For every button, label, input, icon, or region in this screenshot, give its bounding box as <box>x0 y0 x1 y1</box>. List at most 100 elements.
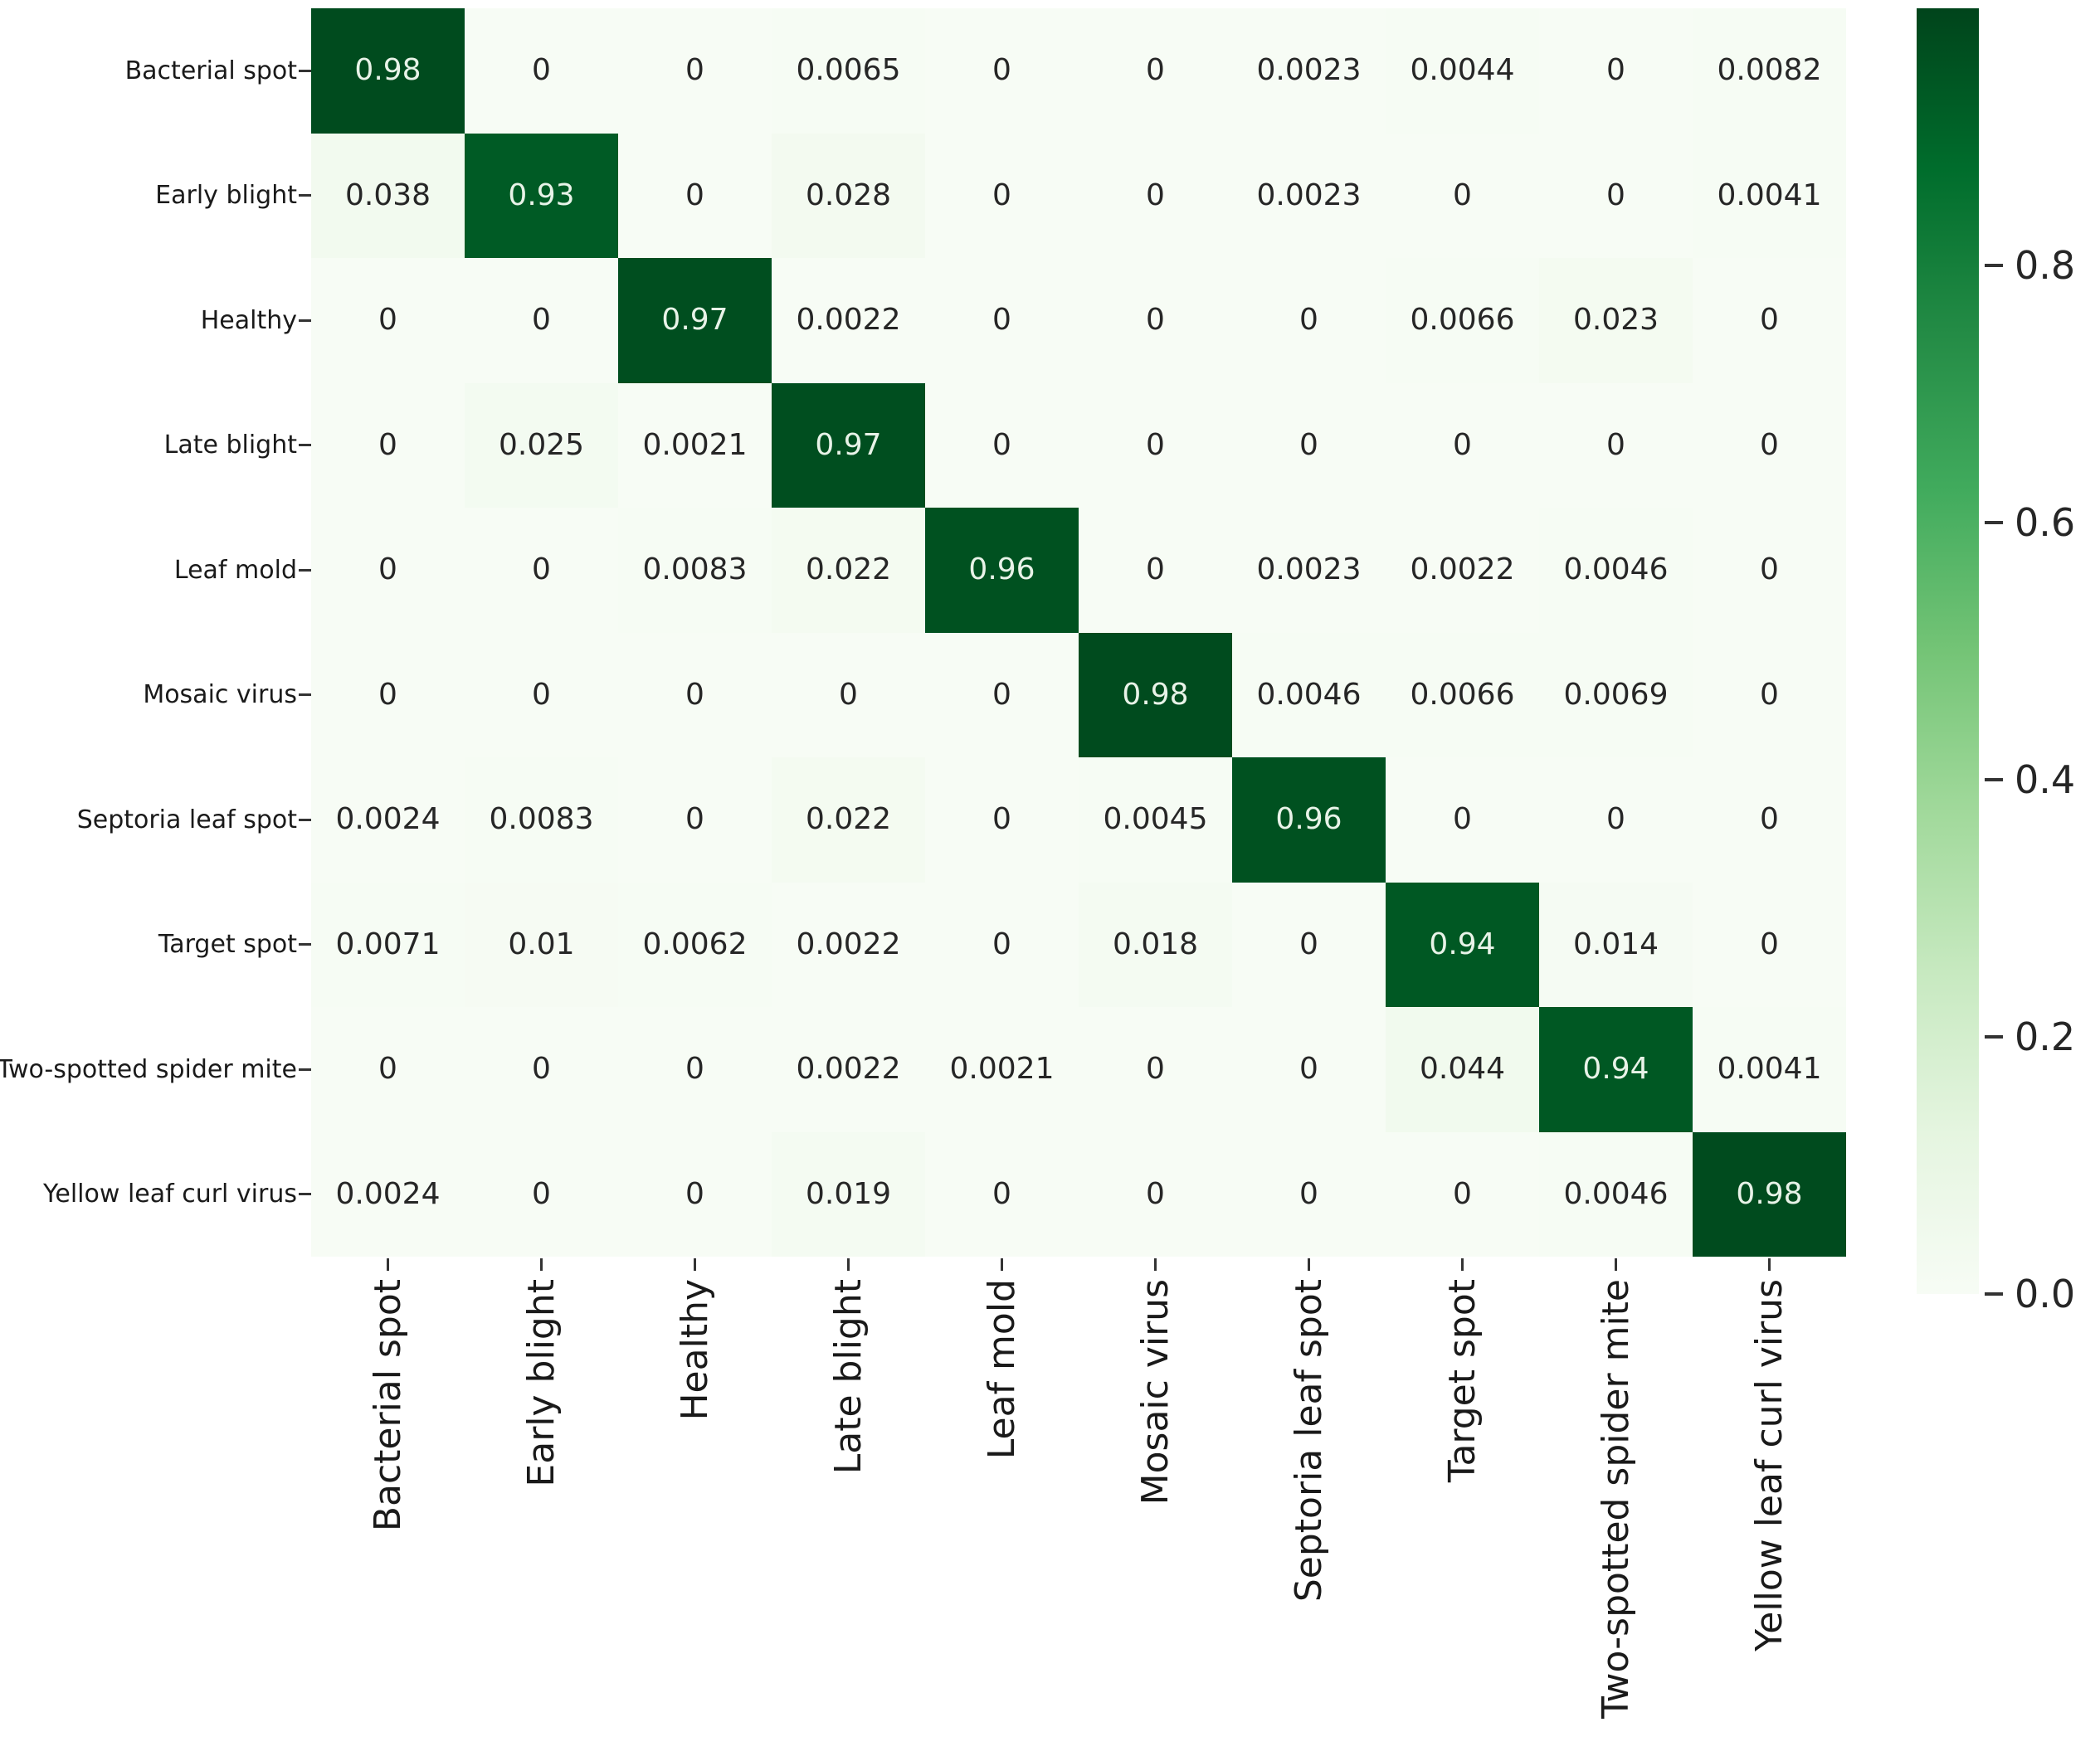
matrix-cell-8-0: 0 <box>311 1007 465 1132</box>
matrix-cell-1-2: 0 <box>618 133 772 258</box>
x-label-5: Mosaic virus <box>1133 1279 1177 1506</box>
matrix-cell-0-0: 0.98 <box>311 8 465 134</box>
matrix-cell-0-2: 0 <box>618 8 772 134</box>
colorbar-tick-label-3: 0.2 <box>2015 1014 2076 1059</box>
matrix-cell-2-0: 0 <box>311 258 465 383</box>
matrix-cell-1-5: 0 <box>1079 133 1232 258</box>
y-label-3: Late blight <box>163 431 297 460</box>
matrix-cell-4-1: 0 <box>465 508 618 633</box>
y-label-4: Leaf mold <box>173 555 297 585</box>
matrix-cell-7-1: 0.01 <box>465 882 618 1007</box>
x-label-1: Early blight <box>519 1279 563 1487</box>
x-label-cell-0: Bacterial spot <box>311 1279 465 1756</box>
matrix-cell-3-3: 0.97 <box>772 382 925 508</box>
y-label-6: Septoria leaf spot <box>76 805 297 834</box>
matrix-cell-7-5: 0.018 <box>1079 882 1232 1007</box>
matrix-cell-8-3: 0.0022 <box>772 1007 925 1132</box>
colorbar-tick-1 <box>1985 521 2003 524</box>
y-tick-8 <box>299 1068 311 1071</box>
matrix-cell-9-1: 0 <box>465 1131 618 1257</box>
x-label-7: Target spot <box>1440 1279 1484 1483</box>
colorbar-tick-4 <box>1985 1292 2003 1296</box>
colorbar-tick-0 <box>1985 264 2003 267</box>
matrix-cell-9-7: 0 <box>1386 1131 1539 1257</box>
matrix-cell-3-2: 0.0021 <box>618 382 772 508</box>
x-label-cell-7: Target spot <box>1386 1279 1539 1756</box>
matrix-cell-4-5: 0 <box>1079 508 1232 633</box>
x-tick-8 <box>1615 1258 1617 1271</box>
matrix-cell-8-5: 0 <box>1079 1007 1232 1132</box>
y-tick-9 <box>299 1193 311 1196</box>
matrix-cell-6-5: 0.0045 <box>1079 757 1232 883</box>
matrix-cell-9-3: 0.019 <box>772 1131 925 1257</box>
matrix-cell-9-0: 0.0024 <box>311 1131 465 1257</box>
y-tick-2 <box>299 319 311 322</box>
matrix-cell-2-5: 0 <box>1079 258 1232 383</box>
x-label-cell-3: Late blight <box>772 1279 925 1756</box>
matrix-cell-3-4: 0 <box>925 382 1079 508</box>
matrix-cell-2-2: 0.97 <box>618 258 772 383</box>
matrix-cell-5-6: 0.0046 <box>1232 632 1386 757</box>
matrix-cell-7-6: 0 <box>1232 882 1386 1007</box>
matrix-cell-3-1: 0.025 <box>465 382 618 508</box>
matrix-cell-0-8: 0 <box>1539 8 1693 134</box>
y-label-2: Healthy <box>200 305 297 335</box>
x-label-0: Bacterial spot <box>366 1279 409 1532</box>
x-label-cell-1: Early blight <box>465 1279 618 1756</box>
matrix-cell-9-9: 0.98 <box>1693 1131 1846 1257</box>
matrix-cell-8-4: 0.0021 <box>925 1007 1079 1132</box>
matrix-cell-1-0: 0.038 <box>311 133 465 258</box>
matrix-cell-5-1: 0 <box>465 632 618 757</box>
matrix-cell-7-2: 0.0062 <box>618 882 772 1007</box>
matrix-cell-5-4: 0 <box>925 632 1079 757</box>
matrix-cell-2-4: 0 <box>925 258 1079 383</box>
x-tick-9 <box>1768 1258 1771 1271</box>
x-label-6: Septoria leaf spot <box>1287 1279 1330 1603</box>
matrix-cell-5-2: 0 <box>618 632 772 757</box>
y-label-1: Early blight <box>155 181 297 211</box>
y-tick-3 <box>299 444 311 447</box>
matrix-cell-1-3: 0.028 <box>772 133 925 258</box>
x-tick-1 <box>540 1258 543 1271</box>
matrix-cell-4-2: 0.0083 <box>618 508 772 633</box>
matrix-cell-3-9: 0 <box>1693 382 1846 508</box>
matrix-cell-0-4: 0 <box>925 8 1079 134</box>
matrix-cell-6-2: 0 <box>618 757 772 883</box>
matrix-cell-6-1: 0.0083 <box>465 757 618 883</box>
matrix-cell-4-3: 0.022 <box>772 508 925 633</box>
x-label-cell-6: Septoria leaf spot <box>1232 1279 1386 1756</box>
x-tick-5 <box>1154 1258 1157 1271</box>
colorbar-gradient <box>1917 8 1979 1294</box>
matrix-cell-4-9: 0 <box>1693 508 1846 633</box>
matrix-cell-8-6: 0 <box>1232 1007 1386 1132</box>
matrix-cell-9-5: 0 <box>1079 1131 1232 1257</box>
y-tick-7 <box>299 943 311 946</box>
matrix-cell-9-6: 0 <box>1232 1131 1386 1257</box>
y-tick-1 <box>299 194 311 197</box>
matrix-cell-1-4: 0 <box>925 133 1079 258</box>
matrix-cell-2-9: 0 <box>1693 258 1846 383</box>
matrix-cell-3-0: 0 <box>311 382 465 508</box>
matrix-cell-3-8: 0 <box>1539 382 1693 508</box>
matrix-cell-6-0: 0.0024 <box>311 757 465 883</box>
matrix-cell-3-7: 0 <box>1386 382 1539 508</box>
x-tick-7 <box>1461 1258 1464 1271</box>
matrix-cell-0-6: 0.0023 <box>1232 8 1386 134</box>
x-label-cell-9: Yellow leaf curl virus <box>1693 1279 1846 1756</box>
matrix-cell-0-7: 0.0044 <box>1386 8 1539 134</box>
matrix-cell-9-4: 0 <box>925 1131 1079 1257</box>
x-tick-4 <box>1001 1258 1003 1271</box>
matrix-cell-4-6: 0.0023 <box>1232 508 1386 633</box>
y-label-5: Mosaic virus <box>143 680 297 710</box>
x-label-cell-4: Leaf mold <box>925 1279 1079 1756</box>
x-label-3: Late blight <box>826 1279 870 1475</box>
matrix-cell-5-5: 0.98 <box>1079 632 1232 757</box>
colorbar-tick-label-4: 0.0 <box>2015 1272 2076 1316</box>
colorbar-tick-label-0: 0.8 <box>2015 243 2076 288</box>
y-label-7: Target spot <box>158 930 297 960</box>
matrix-cell-7-8: 0.014 <box>1539 882 1693 1007</box>
matrix-cell-4-0: 0 <box>311 508 465 633</box>
x-tick-2 <box>694 1258 696 1271</box>
matrix-cell-2-1: 0 <box>465 258 618 383</box>
y-axis-labels: Bacterial spot Early blight Healthy Late bl… <box>0 8 297 1257</box>
